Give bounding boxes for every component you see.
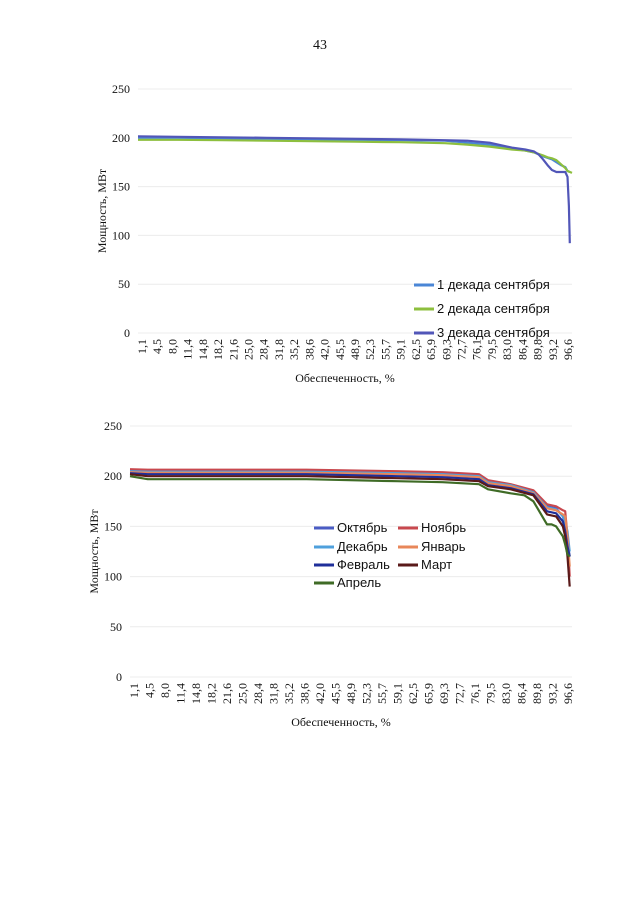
y-tick-label: 0 <box>124 326 130 340</box>
x-tick-label: 42,0 <box>318 339 332 360</box>
legend-label: Октябрь <box>337 520 388 535</box>
x-tick-label: 86,4 <box>515 683 529 704</box>
x-tick-label: 59,1 <box>394 339 408 360</box>
x-tick-label: 72,7 <box>455 339 469 360</box>
x-tick-label: 72,7 <box>453 683 467 704</box>
x-tick-label: 18,2 <box>211 339 225 360</box>
x-tick-label: 42,0 <box>313 683 327 704</box>
series-line <box>129 475 571 558</box>
x-tick-label: 38,6 <box>298 683 312 704</box>
x-tick-label: 76,1 <box>468 683 482 704</box>
x-tick-label: 69,3 <box>437 683 451 704</box>
legend-label: Март <box>421 557 452 572</box>
x-tick-label: 96,6 <box>561 339 575 360</box>
legend-label: Апрель <box>337 575 381 590</box>
series-line <box>129 468 571 577</box>
x-tick-label: 83,0 <box>499 683 513 704</box>
x-tick-label: 11,4 <box>181 339 195 360</box>
y-axis-title: Мощность, МВт <box>87 509 101 594</box>
y-axis-title: Мощность, МВт <box>95 168 109 253</box>
x-axis-title: Обеспеченность, % <box>291 715 391 729</box>
x-tick-label: 89,8 <box>530 683 544 704</box>
legend-label: 2 декада сентября <box>437 301 550 316</box>
x-tick-label: 38,6 <box>302 339 316 360</box>
y-tick-label: 200 <box>104 469 122 483</box>
x-tick-label: 25,0 <box>242 339 256 360</box>
x-tick-label: 1,1 <box>127 683 141 698</box>
series-line <box>138 138 573 174</box>
x-tick-label: 52,3 <box>360 683 374 704</box>
x-tick-label: 93,2 <box>546 339 560 360</box>
x-tick-label: 86,4 <box>515 339 529 360</box>
y-tick-label: 200 <box>112 131 130 145</box>
x-tick-label: 4,5 <box>150 339 164 354</box>
x-tick-label: 69,3 <box>439 339 453 360</box>
x-tick-label: 76,1 <box>470 339 484 360</box>
legend-label: Ноябрь <box>421 520 466 535</box>
y-tick-label: 150 <box>104 519 122 533</box>
legend-label: Февраль <box>337 557 390 572</box>
chart-months: 0 50 100 150 200 250 1,1 4,5 8,0 11,4 14,8 18,2 21,6… <box>87 419 575 729</box>
x-tick-label: 62,5 <box>406 683 420 704</box>
x-tick-label: 65,9 <box>422 683 436 704</box>
x-axis-title: Обеспеченность, % <box>295 371 395 385</box>
y-tick-label: 250 <box>112 82 130 96</box>
legend-label: Декабрь <box>337 539 388 554</box>
x-tick-label: 25,0 <box>236 683 250 704</box>
x-tick-label: 45,5 <box>333 339 347 360</box>
x-tick-label: 31,8 <box>267 683 281 704</box>
y-tick-label: 100 <box>112 228 130 242</box>
x-tick-label: 79,5 <box>484 683 498 704</box>
x-tick-label: 62,5 <box>409 339 423 360</box>
x-tick-label: 21,6 <box>226 339 240 360</box>
y-tick-label: 50 <box>118 277 130 291</box>
x-tick-label: 21,6 <box>220 683 234 704</box>
x-tick-label: 8,0 <box>165 339 179 354</box>
x-tick-label: 4,5 <box>143 683 157 698</box>
y-tick-label: 250 <box>104 419 122 433</box>
page-number: 43 <box>313 38 327 53</box>
x-tick-label: 55,7 <box>375 683 389 704</box>
series-line <box>138 136 571 174</box>
y-tick-label: 0 <box>116 670 122 684</box>
x-tick-label: 35,2 <box>287 339 301 360</box>
chart-september: 0 50 100 150 200 250 1,1 4,5 8,0 11,4 14,8 18,2 21,6… <box>95 82 575 385</box>
x-tick-label: 28,4 <box>257 339 271 360</box>
x-tick-label: 52,3 <box>363 339 377 360</box>
x-tick-label: 55,7 <box>378 339 392 360</box>
x-tick-label: 14,8 <box>196 339 210 360</box>
x-tick-label: 31,8 <box>272 339 286 360</box>
x-tick-label: 93,2 <box>546 683 560 704</box>
x-tick-label: 89,8 <box>531 339 545 360</box>
y-tick-label: 100 <box>104 570 122 584</box>
x-tick-label: 83,0 <box>500 339 514 360</box>
legend-label: Январь <box>421 539 466 554</box>
x-tick-label: 96,6 <box>561 683 575 704</box>
x-tick-label: 79,5 <box>485 339 499 360</box>
legend-label: 3 декада сентября <box>437 325 550 340</box>
x-tick-label: 48,9 <box>348 339 362 360</box>
x-tick-label: 59,1 <box>391 683 405 704</box>
y-tick-label: 50 <box>110 620 122 634</box>
y-tick-label: 150 <box>112 180 130 194</box>
x-tick-label: 48,9 <box>344 683 358 704</box>
x-tick-label: 8,0 <box>158 683 172 698</box>
x-tick-label: 1,1 <box>135 339 149 354</box>
x-tick-label: 18,2 <box>205 683 219 704</box>
x-tick-label: 11,4 <box>174 683 188 704</box>
x-tick-label: 65,9 <box>424 339 438 360</box>
legend-label: 1 декада сентября <box>437 277 550 292</box>
series-line <box>129 473 571 587</box>
x-tick-label: 35,2 <box>282 683 296 704</box>
series-line <box>137 135 571 244</box>
series-line <box>129 471 571 567</box>
x-tick-label: 14,8 <box>189 683 203 704</box>
x-tick-label: 28,4 <box>251 683 265 704</box>
x-tick-label: 45,5 <box>329 683 343 704</box>
